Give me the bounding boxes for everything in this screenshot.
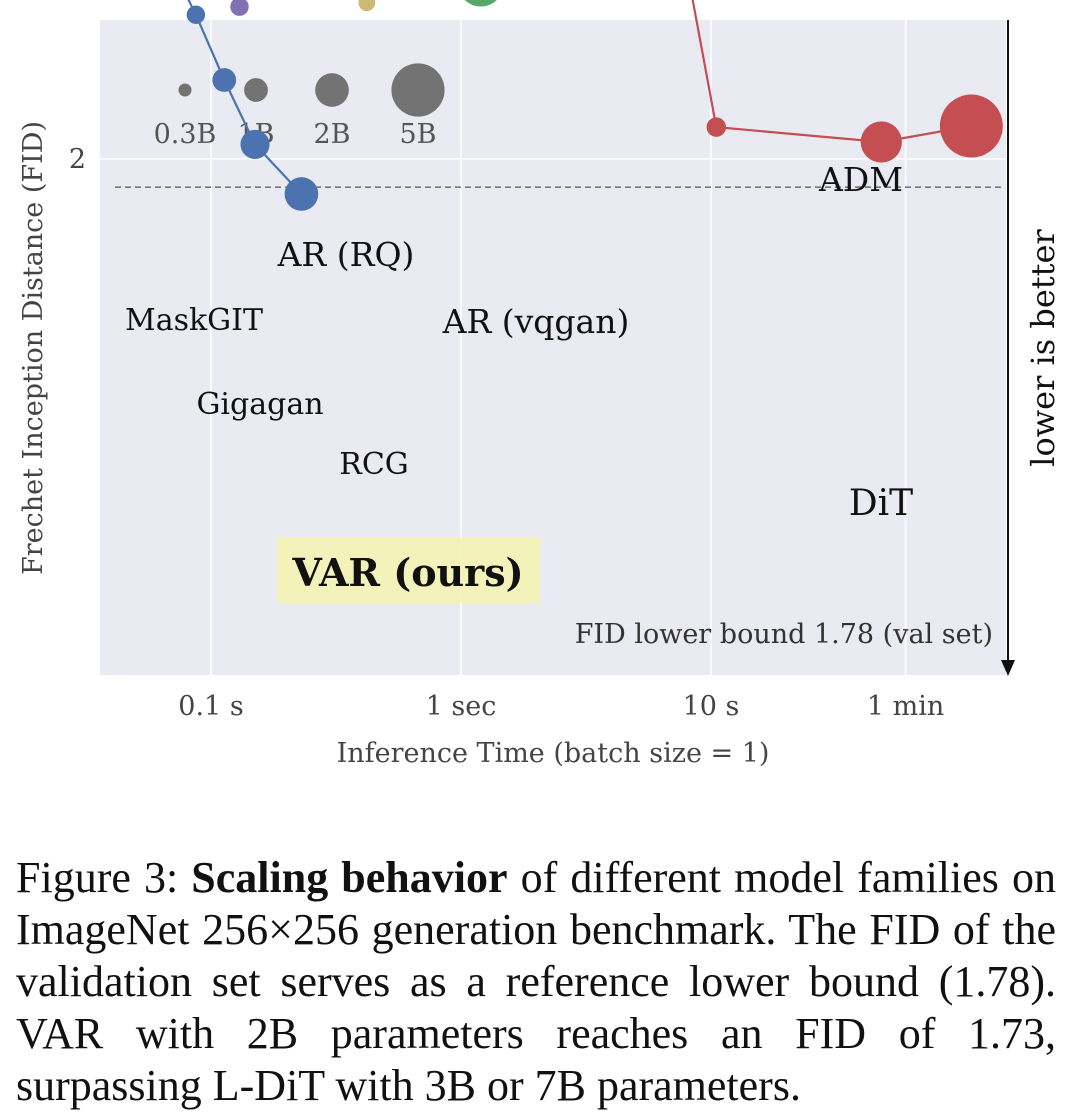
point-dit xyxy=(860,121,902,163)
point-var-ours xyxy=(212,68,237,92)
size-legend-marker xyxy=(391,63,445,117)
var-highlight-box xyxy=(277,537,540,603)
caption-bold: Scaling behavior xyxy=(191,853,508,902)
size-legend-label: 0.3B xyxy=(154,119,217,150)
series-label-dit: DiT xyxy=(849,483,913,524)
point-var-ours xyxy=(240,129,270,159)
x-tick-label: 1 sec xyxy=(426,691,497,722)
series-label-ar-rq: AR (RQ) xyxy=(277,235,415,274)
plot-background xyxy=(100,20,1006,675)
series-label-var-ours: VAR (ours) xyxy=(291,550,523,595)
point-var-ours xyxy=(284,177,319,211)
point-gigagan xyxy=(230,0,249,16)
series-label-rcg: RCG xyxy=(339,447,409,482)
series-label-gigagan: Gigagan xyxy=(196,387,323,422)
lower-is-better-label: lower is better xyxy=(1024,229,1062,467)
x-tick-label: 1 min xyxy=(867,691,944,722)
caption-label: Figure 3: xyxy=(16,853,179,902)
series-label-adm: ADM xyxy=(818,160,903,199)
size-legend-label: 2B xyxy=(313,119,350,150)
size-legend-marker xyxy=(178,83,192,97)
fid-lower-bound-label: FID lower bound 1.78 (val set) xyxy=(575,619,993,650)
point-dit xyxy=(939,94,1003,158)
y-tick-label: 2 xyxy=(69,144,86,175)
series-label-ar-vqgan: AR (vqgan) xyxy=(442,302,630,341)
series-label-maskgit: MaskGIT xyxy=(125,303,263,338)
point-rcg xyxy=(358,0,376,12)
lower-is-better-arrow-head xyxy=(1001,660,1015,676)
size-legend-label: 5B xyxy=(399,119,436,150)
point-dit xyxy=(706,117,727,137)
point-var-ours xyxy=(186,5,206,25)
point-ar-rq xyxy=(464,0,497,7)
y-axis-title: Frechet Inception Distance (FID) xyxy=(18,121,49,575)
x-axis-title: Inference Time (batch size = 1) xyxy=(337,738,770,769)
caption-text: of different model families on ImageNet … xyxy=(16,853,1056,1110)
size-legend-marker xyxy=(244,78,268,102)
x-tick-label: 10 s xyxy=(683,691,740,722)
figure-caption: Figure 3: Scaling behavior of different … xyxy=(16,852,1056,1112)
size-legend-marker xyxy=(315,73,349,107)
x-tick-label: 0.1 s xyxy=(178,691,243,722)
